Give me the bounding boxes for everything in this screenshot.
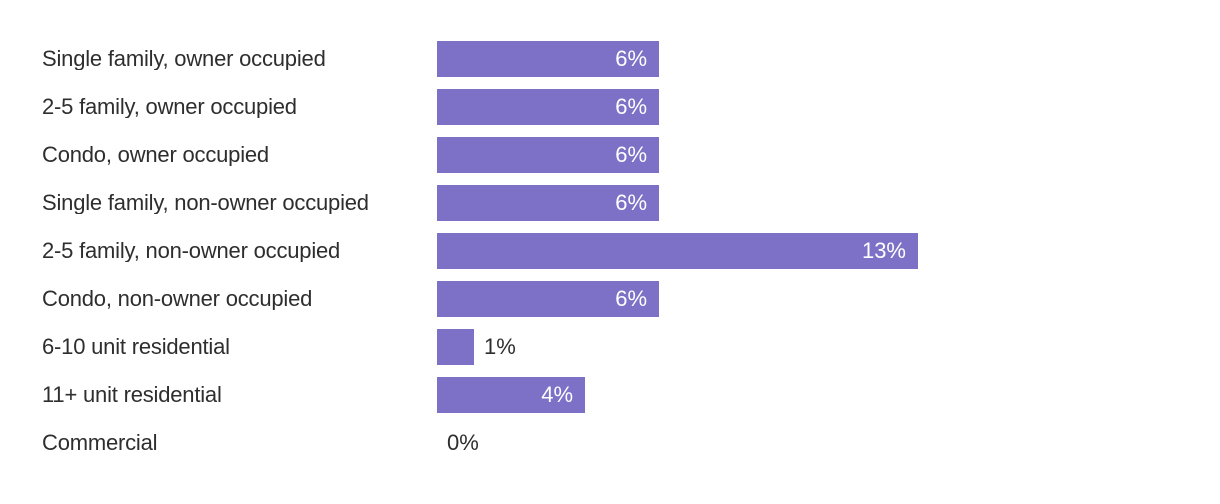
chart-row: 11+ unit residential 4% <box>42 371 1220 419</box>
value-label: 6% <box>615 94 647 119</box>
category-label: Single family, non-owner occupied <box>42 192 369 214</box>
bar: 6% <box>437 89 659 125</box>
bar: 6% <box>437 137 659 173</box>
bar: 13% <box>437 233 918 269</box>
value-label: 0% <box>447 430 479 455</box>
bar-area: 6% <box>437 137 1220 173</box>
bar-area: 6% <box>437 281 1220 317</box>
chart-row: 6-10 unit residential 1% <box>42 323 1220 371</box>
category-label: Commercial <box>42 432 158 454</box>
value-label: 6% <box>615 190 647 215</box>
category-label: Single family, owner occupied <box>42 48 326 70</box>
value-label: 6% <box>615 286 647 311</box>
category-label: 2-5 family, non-owner occupied <box>42 240 341 262</box>
bar-chart: Single family, owner occupied 6% 2-5 famil… <box>42 35 1220 467</box>
bar: 6% <box>437 41 659 77</box>
chart-row: Single family, owner occupied 6% <box>42 35 1220 83</box>
bar-area: 6% <box>437 89 1220 125</box>
chart-row: Condo, owner occupied 6% <box>42 131 1220 179</box>
bar-area: 4% <box>437 377 1220 413</box>
value-label: 4% <box>541 382 573 407</box>
bar-area: 6% <box>437 41 1220 77</box>
chart-row: 2-5 family, owner occupied 6% <box>42 83 1220 131</box>
value-label: 6% <box>615 142 647 167</box>
bar: 4% <box>437 377 585 413</box>
bar: 6% <box>437 281 659 317</box>
bar-area: 6% <box>437 185 1220 221</box>
category-label: 6-10 unit residential <box>42 336 230 358</box>
chart-row: 2-5 family, non-owner occupied 13% <box>42 227 1220 275</box>
value-label: 1% <box>484 334 516 359</box>
bar-area: 13% <box>437 233 1220 269</box>
category-label: Condo, owner occupied <box>42 144 269 166</box>
category-label: Condo, non-owner occupied <box>42 288 313 310</box>
bar <box>437 329 474 365</box>
value-label: 13% <box>861 238 906 263</box>
category-label: 2-5 family, owner occupied <box>42 96 297 118</box>
chart-row: Commercial 0% <box>42 419 1220 467</box>
bar-area: 0% <box>437 425 1220 461</box>
bar-area: 1% <box>437 329 1220 365</box>
chart-row: Condo, non-owner occupied 6% <box>42 275 1220 323</box>
value-label: 6% <box>615 46 647 71</box>
bar: 6% <box>437 185 659 221</box>
category-label: 11+ unit residential <box>42 384 222 406</box>
chart-row: Single family, non-owner occupied 6% <box>42 179 1220 227</box>
